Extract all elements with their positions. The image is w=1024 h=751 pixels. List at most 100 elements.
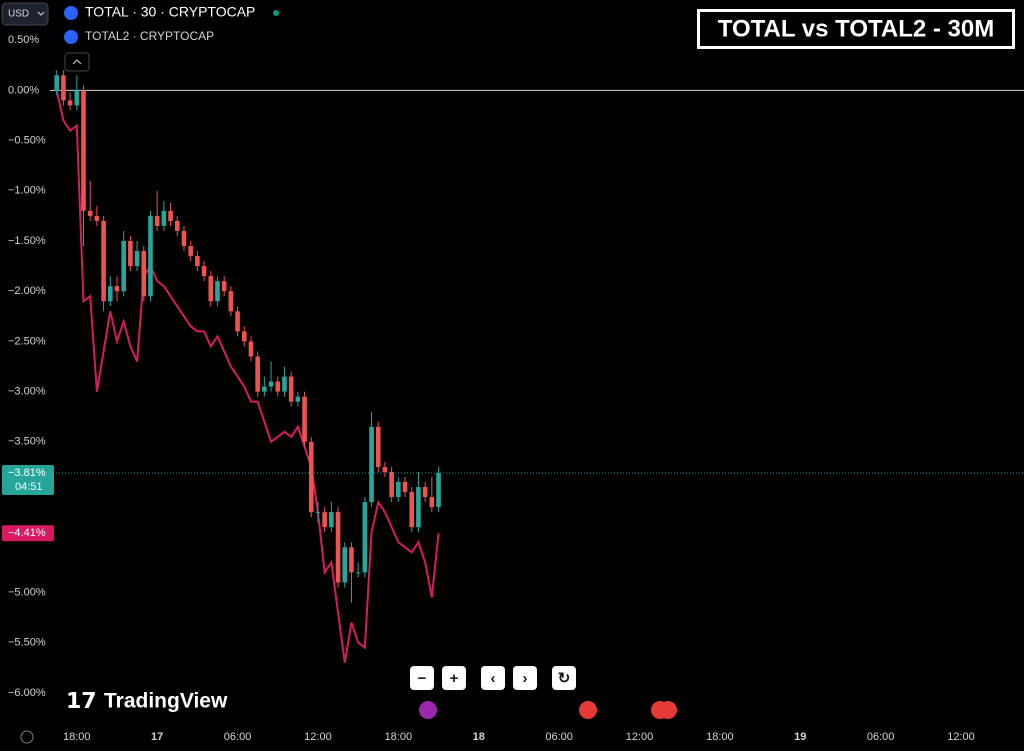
- currency: USD: [8, 9, 29, 20]
- candle-body: [154, 215, 160, 226]
- event-icon[interactable]: [419, 701, 437, 719]
- y-tick-label: −5.50%: [8, 637, 46, 649]
- x-tick-label: 19: [794, 731, 806, 743]
- price-tag: [2, 525, 54, 542]
- candle-body: [241, 331, 247, 342]
- candle-body: [315, 512, 321, 514]
- legend-entry[interactable]: TOTAL · 30 · CRYPTOCAP: [85, 4, 255, 20]
- candle-body: [121, 241, 126, 292]
- y-tick-label: −1.00%: [8, 185, 46, 197]
- candle-body: [375, 426, 381, 467]
- candle-body: [101, 220, 106, 302]
- candle-body: [201, 266, 207, 277]
- candle-body: [248, 341, 254, 357]
- event-icon[interactable]: [659, 701, 677, 719]
- y-tick-label: 0.00%: [8, 84, 39, 96]
- price-tag: [2, 464, 54, 495]
- scroll-left-button[interactable]: [481, 666, 505, 690]
- x-tick-label: 17: [151, 731, 163, 743]
- candle-body: [81, 90, 86, 211]
- x-tick-label: 18: [473, 731, 485, 743]
- x-tick-label: 06:00: [867, 731, 895, 743]
- candle-body: [409, 492, 415, 528]
- candle-body: [402, 482, 408, 493]
- candle-body: [208, 276, 214, 302]
- currency-selector[interactable]: [1, 2, 49, 26]
- candle-body: [188, 246, 193, 257]
- button-icon: −: [418, 670, 427, 687]
- y-tick-label: −3.00%: [8, 386, 46, 398]
- candle-body: [416, 487, 421, 528]
- candle-body: [342, 547, 348, 583]
- candle-body: [181, 230, 187, 247]
- candle-body: [369, 426, 374, 503]
- title-box-inner: [700, 12, 1012, 46]
- zoom-in-button[interactable]: [442, 666, 466, 690]
- y-tick-label: −0.50%: [8, 134, 46, 146]
- candle-body: [74, 90, 80, 106]
- candle-body: [436, 472, 441, 508]
- reset-button[interactable]: [552, 666, 576, 690]
- candle-body: [215, 281, 220, 302]
- chart-title: TOTAL vs TOTAL2 - 30M: [718, 15, 995, 42]
- candle-body: [362, 502, 368, 573]
- settings-icon[interactable]: [20, 730, 34, 744]
- candle-body: [396, 482, 401, 498]
- y-tick-label: −6.00%: [8, 687, 46, 699]
- candle-body: [329, 512, 334, 528]
- candle-body: [422, 487, 428, 498]
- candle-body: [195, 256, 200, 267]
- y-tick-label: −1.50%: [8, 235, 46, 247]
- x-tick-label: 12:00: [626, 731, 654, 743]
- event-icon[interactable]: [579, 701, 597, 719]
- candle-body: [228, 291, 234, 312]
- line-series: [55, 90, 440, 663]
- y-tick-label: 0.50%: [8, 34, 39, 46]
- candle-body: [107, 286, 113, 302]
- candle-body: [114, 286, 120, 292]
- status-dot: [273, 10, 279, 16]
- candle-body: [302, 396, 307, 442]
- price-tag-label: −4.41%: [8, 527, 46, 539]
- zoom-out-button[interactable]: [410, 666, 434, 690]
- candle-body: [255, 356, 260, 392]
- candle-body: [128, 241, 133, 267]
- y-tick-label: −2.50%: [8, 335, 46, 347]
- candle-body: [335, 512, 341, 583]
- candle-body: [262, 386, 267, 392]
- legend-entry[interactable]: TOTAL2 · CRYPTOCAP: [85, 29, 214, 43]
- candle-body: [382, 466, 388, 472]
- candle-body: [54, 75, 59, 91]
- watermark: TradingView: [104, 690, 228, 713]
- button-icon: +: [450, 670, 459, 687]
- candle-body: [94, 215, 100, 221]
- y-tick-label: −2.00%: [8, 285, 46, 297]
- candle-body: [168, 210, 173, 221]
- button-icon: ›: [523, 670, 528, 687]
- legend-icon: [64, 30, 78, 44]
- candle-body: [295, 396, 301, 402]
- candle-body: [61, 75, 66, 101]
- candle-body: [349, 547, 354, 573]
- price-tag-label: −3.81%: [8, 467, 46, 479]
- candle-body: [87, 210, 93, 216]
- candle-body: [221, 281, 227, 292]
- x-tick-label: 18:00: [63, 731, 91, 743]
- plot-area: 0.50% 0.00% −0.50% −1.00% −1.50% −2.00% −2.50%…: [8, 34, 1024, 743]
- candle-body: [282, 376, 287, 392]
- x-tick-label: 06:00: [224, 731, 252, 743]
- candle-body: [429, 497, 435, 508]
- y-tick-label: −5.00%: [8, 586, 46, 598]
- x-tick-label: 12:00: [304, 731, 332, 743]
- candle-body: [141, 251, 147, 297]
- y-tick-label: −3.50%: [8, 436, 46, 448]
- candle-body: [355, 572, 361, 574]
- x-tick-label: 18:00: [385, 731, 413, 743]
- button-icon: ‹: [491, 670, 496, 687]
- scroll-right-button[interactable]: [513, 666, 537, 690]
- x-tick-label: 06:00: [545, 731, 573, 743]
- collapse-button[interactable]: [64, 52, 90, 72]
- countdown: 04:51: [15, 481, 43, 493]
